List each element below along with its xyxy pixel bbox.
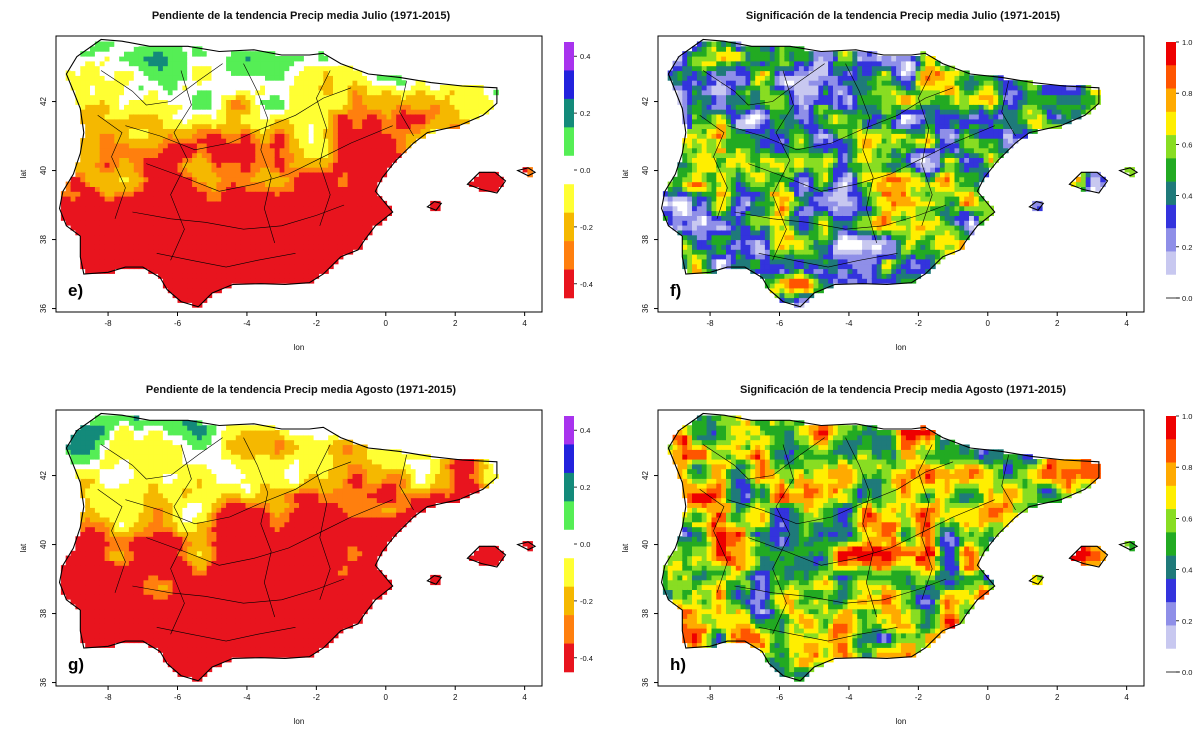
- panel-title: Significación de la tendencia Precip med…: [602, 10, 1204, 22]
- map-figure: -8 -6 -4 -2 0 2 4 36 38 40 42 lon lat f) 1.0 0.8 0.6 0.4 0…: [602, 0, 1204, 364]
- x-tick-label: 0: [384, 319, 389, 328]
- legend-tick-label: 1.0: [1182, 38, 1192, 47]
- x-tick-label: -6: [776, 319, 784, 328]
- x-axis-label: lon: [896, 717, 907, 726]
- legend-tick-label: 0.8: [1182, 89, 1192, 98]
- x-tick-label: 4: [1124, 319, 1129, 328]
- map-figure: -8 -6 -4 -2 0 2 4 36 38 40 42 lon lat h) 1.0 0.8 0.6 0.4 0…: [602, 364, 1204, 728]
- y-tick-label: 40: [641, 166, 650, 175]
- x-tick-label: 0: [986, 319, 991, 328]
- map-figure: -8 -6 -4 -2 0 2 4 36 38 40 42 lon lat g) 0.4 0.2 0.0 -0.2…: [0, 364, 602, 728]
- y-tick-label: 40: [39, 166, 48, 175]
- x-tick-label: -6: [776, 693, 784, 702]
- legend-tick-label: 0.2: [1182, 617, 1192, 626]
- legend-tick-label: 0.2: [580, 109, 590, 118]
- y-axis-label: lat: [621, 169, 630, 178]
- x-axis-label: lon: [294, 343, 305, 352]
- x-tick-label: -6: [174, 319, 182, 328]
- x-axis-label: lon: [896, 343, 907, 352]
- x-tick-label: -4: [243, 319, 251, 328]
- legend-tick-label: 0.8: [1182, 463, 1192, 472]
- x-tick-label: 2: [453, 693, 458, 702]
- color-legend: 1.0 0.8 0.6 0.4 0.2 0.0: [1166, 412, 1192, 677]
- x-tick-label: 0: [986, 693, 991, 702]
- map-panel-h: Significación de la tendencia Precip med…: [602, 364, 1204, 728]
- panel-letter: f): [670, 281, 681, 300]
- color-legend: 0.4 0.2 0.0 -0.2 -0.4: [564, 42, 593, 298]
- map-figure: -8 -6 -4 -2 0 2 4 36 38 40 42 lon lat e) 0.4 0.2 0.0 -0.2…: [0, 0, 602, 364]
- x-tick-label: -6: [174, 693, 182, 702]
- x-tick-label: 4: [522, 693, 527, 702]
- y-tick-label: 42: [641, 471, 650, 480]
- x-tick-label: -8: [707, 693, 715, 702]
- y-tick-label: 40: [39, 540, 48, 549]
- y-tick-label: 36: [641, 304, 650, 313]
- map-panel-g: Pendiente de la tendencia Precip media A…: [0, 364, 602, 728]
- y-axis-label: lat: [19, 543, 28, 552]
- x-tick-label: 0: [384, 693, 389, 702]
- legend-tick-label: -0.2: [580, 597, 593, 606]
- legend-tick-label: 0.6: [1182, 514, 1192, 523]
- y-tick-label: 38: [39, 609, 48, 618]
- y-axis-label: lat: [621, 543, 630, 552]
- x-tick-label: -8: [707, 319, 715, 328]
- x-tick-label: -2: [313, 319, 321, 328]
- y-tick-label: 42: [39, 471, 48, 480]
- x-tick-label: 2: [1055, 319, 1060, 328]
- map-panel-e: Pendiente de la tendencia Precip media J…: [0, 0, 602, 364]
- color-legend: 1.0 0.8 0.6 0.4 0.2 0.0: [1166, 38, 1192, 303]
- legend-tick-label: 0.4: [580, 52, 590, 61]
- legend-tick-label: -0.2: [580, 223, 593, 232]
- legend-tick-label: 0.0: [1182, 294, 1192, 303]
- y-axis-label: lat: [19, 169, 28, 178]
- x-tick-label: 4: [1124, 693, 1129, 702]
- y-tick-label: 40: [641, 540, 650, 549]
- x-tick-label: -8: [105, 319, 113, 328]
- legend-tick-label: 0.6: [1182, 140, 1192, 149]
- legend-tick-label: 0.2: [580, 483, 590, 492]
- y-tick-label: 42: [641, 97, 650, 106]
- y-tick-label: 36: [39, 304, 48, 313]
- panel-letter: g): [68, 655, 84, 674]
- x-tick-label: 2: [1055, 693, 1060, 702]
- color-legend: 0.4 0.2 0.0 -0.2 -0.4: [564, 416, 593, 672]
- legend-tick-label: 0.4: [580, 426, 590, 435]
- legend-tick-label: 0.4: [1182, 566, 1192, 575]
- x-tick-label: 4: [522, 319, 527, 328]
- legend-tick-label: -0.4: [580, 654, 593, 663]
- x-tick-label: -4: [845, 693, 853, 702]
- panel-letter: e): [68, 281, 83, 300]
- x-tick-label: -2: [915, 319, 923, 328]
- x-tick-label: 2: [453, 319, 458, 328]
- y-tick-label: 38: [641, 609, 650, 618]
- legend-tick-label: 0.4: [1182, 192, 1192, 201]
- x-tick-label: -2: [313, 693, 321, 702]
- legend-tick-label: 0.0: [580, 540, 590, 549]
- legend-tick-label: 0.0: [580, 166, 590, 175]
- panel-letter: h): [670, 655, 686, 674]
- x-tick-label: -4: [845, 319, 853, 328]
- panel-title: Pendiente de la tendencia Precip media J…: [0, 10, 602, 22]
- panel-title: Pendiente de la tendencia Precip media A…: [0, 384, 602, 396]
- legend-tick-label: 0.0: [1182, 668, 1192, 677]
- x-tick-label: -4: [243, 693, 251, 702]
- legend-tick-label: 1.0: [1182, 412, 1192, 421]
- panel-title: Significación de la tendencia Precip med…: [602, 384, 1204, 396]
- y-tick-label: 36: [641, 678, 650, 687]
- x-axis-label: lon: [294, 717, 305, 726]
- y-tick-label: 38: [39, 235, 48, 244]
- x-tick-label: -8: [105, 693, 113, 702]
- y-tick-label: 36: [39, 678, 48, 687]
- map-panel-f: Significación de la tendencia Precip med…: [602, 0, 1204, 364]
- y-tick-label: 38: [641, 235, 650, 244]
- legend-tick-label: 0.2: [1182, 243, 1192, 252]
- x-tick-label: -2: [915, 693, 923, 702]
- y-tick-label: 42: [39, 97, 48, 106]
- legend-tick-label: -0.4: [580, 280, 593, 289]
